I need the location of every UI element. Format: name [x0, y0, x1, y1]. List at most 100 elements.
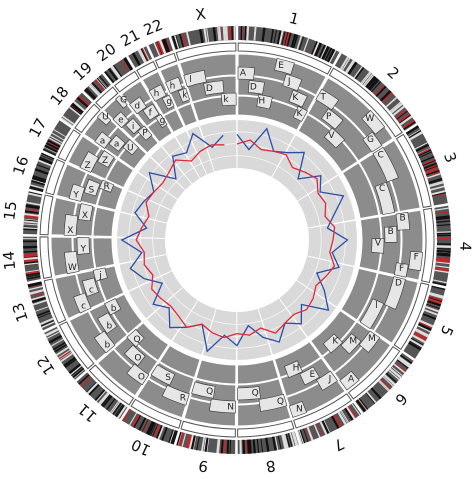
segment-box — [315, 88, 340, 111]
ideogram-band — [321, 45, 329, 60]
ideogram-band — [365, 75, 377, 88]
ideogram-band — [383, 374, 396, 386]
ideogram-band — [48, 137, 62, 146]
ideogram-band — [102, 395, 113, 408]
segment-box — [299, 366, 320, 386]
segment-label: V — [375, 238, 382, 248]
track-ring — [92, 237, 115, 269]
ideogram-band — [29, 290, 44, 295]
ideogram-band — [131, 52, 141, 66]
segment-label: O — [134, 353, 141, 363]
segment-box — [393, 262, 409, 278]
segment-box — [258, 393, 288, 412]
ideogram-band — [176, 431, 182, 446]
ideogram-band — [272, 436, 277, 451]
ideogram-band — [277, 435, 282, 450]
ideogram-band — [366, 391, 377, 404]
segment-box — [129, 96, 147, 115]
ideogram-band — [120, 59, 130, 73]
ideogram-band — [324, 47, 333, 61]
ideogram-band — [39, 317, 54, 326]
ideogram-band — [23, 220, 38, 224]
segment-box — [77, 203, 94, 222]
ideogram-band — [406, 126, 419, 135]
ideogram-band — [395, 108, 408, 119]
ideogram-band — [94, 389, 106, 401]
ideogram-band — [388, 370, 400, 381]
ideogram-band — [299, 429, 306, 444]
track-ring — [237, 42, 333, 75]
ideogram-band — [431, 190, 446, 196]
ideogram-band — [114, 404, 124, 417]
ideogram-band — [40, 154, 54, 161]
ideogram-band — [181, 433, 187, 447]
ideogram-band — [244, 26, 247, 41]
segment-label: Y — [80, 245, 87, 255]
ideogram-band — [319, 421, 328, 435]
segment-box — [321, 108, 344, 130]
ideogram-band — [141, 47, 149, 61]
segment-box — [371, 238, 385, 254]
ideogram-band — [428, 297, 443, 303]
ideogram-band — [302, 428, 309, 443]
ideogram-band — [77, 95, 90, 107]
segment-label: A — [348, 375, 355, 385]
ideogram-band — [369, 79, 380, 91]
ideogram-band — [73, 368, 85, 379]
ideogram-band — [389, 367, 402, 379]
plot-grid — [178, 331, 206, 344]
ideogram-band — [436, 245, 451, 249]
ideogram-band — [436, 252, 451, 255]
ideogram-band — [80, 376, 92, 387]
plot-grid — [160, 192, 168, 205]
segment-box — [68, 183, 86, 202]
chromosome-label: 18 — [47, 83, 73, 109]
ideogram-band — [415, 143, 430, 152]
chromosome-label: 3 — [440, 150, 460, 165]
chromosome-label: 11 — [74, 400, 100, 426]
segment-box — [384, 276, 406, 310]
ideogram-band — [203, 28, 208, 43]
segment-box — [358, 330, 381, 353]
ideogram-band — [38, 159, 52, 167]
ideogram-band — [34, 168, 49, 175]
plot-grid — [184, 167, 194, 175]
plot-grid — [237, 320, 262, 325]
ideogram-band — [29, 187, 44, 193]
ideogram-band — [284, 32, 290, 47]
segment-label: e — [118, 116, 124, 126]
ideogram-band — [99, 393, 111, 406]
ideogram-band — [225, 26, 229, 41]
ideogram-band — [196, 436, 200, 451]
ideogram-band — [158, 425, 165, 440]
segment-box — [256, 94, 273, 110]
ideogram-band — [96, 77, 107, 90]
segment-label: T — [319, 92, 326, 102]
ideogram-band — [31, 179, 46, 186]
ideogram-band — [104, 71, 115, 84]
segment-label: E — [278, 61, 284, 71]
segment-label: N — [227, 402, 234, 412]
ideogram-band — [397, 357, 410, 368]
ideogram-band — [412, 334, 426, 344]
ideogram-band — [25, 270, 40, 275]
plot-grid — [330, 224, 334, 261]
segment-label: h — [170, 81, 176, 91]
segment-label: l — [189, 75, 192, 85]
segment-label: a — [100, 136, 106, 146]
ideogram-band — [115, 404, 125, 418]
ideogram-band — [41, 321, 55, 329]
ideogram-band — [169, 429, 175, 444]
ideogram-band — [98, 392, 109, 405]
ideogram-band — [424, 164, 438, 171]
ideogram-band — [425, 305, 440, 313]
ideogram-band — [203, 437, 207, 452]
ideogram-band — [51, 132, 65, 141]
ideogram-band — [106, 398, 116, 411]
ideogram-band — [409, 340, 423, 349]
segment-label: H — [258, 97, 265, 107]
plot-grid — [130, 262, 140, 286]
plot-grid — [142, 259, 150, 281]
ideogram-band — [201, 437, 206, 452]
chromosome-label: 5 — [437, 323, 457, 339]
